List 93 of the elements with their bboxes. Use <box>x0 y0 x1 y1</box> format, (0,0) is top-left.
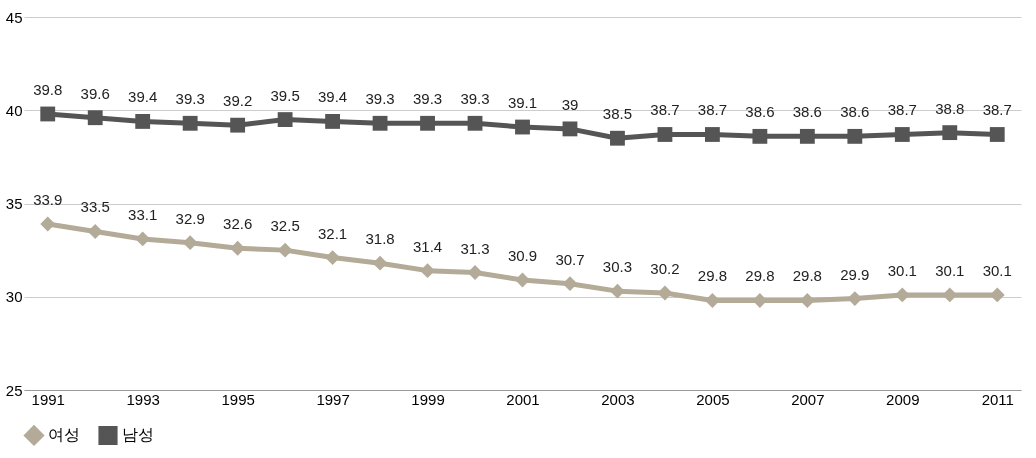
y-tick-label: 40 <box>5 101 23 119</box>
point <box>657 127 673 142</box>
data-label: 32.6 <box>223 215 253 233</box>
point <box>40 216 56 232</box>
legend-label: 남성 <box>122 426 154 444</box>
point <box>847 128 863 144</box>
point <box>989 127 1005 142</box>
data-label: 38.7 <box>697 101 728 119</box>
point <box>515 119 530 135</box>
data-label: 39.2 <box>223 92 253 110</box>
point <box>562 121 578 137</box>
point <box>277 112 293 127</box>
data-label: 29.8 <box>745 267 775 285</box>
x-tick-label: 1999 <box>411 390 445 408</box>
data-label: 39.6 <box>80 84 110 102</box>
data-label: 39.4 <box>128 88 158 106</box>
data-label: 39.3 <box>175 90 205 108</box>
data-label: 39.1 <box>507 94 538 112</box>
point <box>372 255 388 271</box>
y-tick-label: 30 <box>5 288 23 306</box>
data-label: 30.1 <box>935 261 965 279</box>
data-label: 30.3 <box>602 258 633 276</box>
legend-label: 여성 <box>48 426 80 444</box>
x-tick-label: 2009 <box>886 390 920 408</box>
data-label: 39.3 <box>365 90 395 108</box>
x-tick-label: 2011 <box>981 390 1014 408</box>
point <box>40 106 56 122</box>
point <box>657 285 673 301</box>
x-tick-label: 2003 <box>601 390 635 408</box>
data-label: 29.8 <box>792 267 822 285</box>
data-label: 39 <box>561 95 579 113</box>
data-label: 29.8 <box>697 267 728 285</box>
data-label: 31.4 <box>412 237 443 255</box>
point <box>562 276 578 292</box>
data-label: 38.5 <box>602 105 633 123</box>
point <box>704 293 720 308</box>
point <box>610 283 625 299</box>
point <box>87 224 103 239</box>
y-tick-label: 35 <box>5 195 23 212</box>
data-label: 33.5 <box>80 198 110 216</box>
data-label: 38.8 <box>935 99 965 117</box>
point <box>847 291 863 307</box>
data-label: 29.9 <box>840 265 870 283</box>
data-label: 32.5 <box>270 217 300 235</box>
y-tick-label: 45 <box>5 8 23 26</box>
data-label: 33.1 <box>128 205 158 223</box>
data-label: 39.4 <box>317 88 348 106</box>
point <box>277 242 293 258</box>
data-label: 39.8 <box>33 80 63 98</box>
x-tick-label: 1993 <box>126 390 160 408</box>
point <box>942 125 958 141</box>
x-tick-label: 2001 <box>506 390 540 408</box>
point <box>894 127 910 142</box>
data-label: 38.6 <box>792 103 822 121</box>
y-tick-label: 25 <box>5 381 23 399</box>
point <box>182 115 198 131</box>
point <box>230 117 246 133</box>
data-label: 31.8 <box>365 230 395 248</box>
point <box>799 128 815 144</box>
point <box>704 127 720 142</box>
point <box>372 115 388 131</box>
data-label: 30.1 <box>982 261 1012 279</box>
data-label: 33.9 <box>33 191 63 209</box>
point <box>420 115 435 131</box>
x-tick-label: 1997 <box>316 390 350 408</box>
data-label: 30.9 <box>507 246 538 264</box>
point <box>182 235 198 251</box>
data-label: 31.3 <box>460 239 490 257</box>
point <box>467 115 483 131</box>
data-label: 38.7 <box>982 101 1012 119</box>
point <box>87 110 103 126</box>
data-label: 38.6 <box>745 103 775 121</box>
data-label: 39.3 <box>460 90 490 108</box>
data-label: 30.7 <box>555 250 585 268</box>
x-tick-label: 1995 <box>221 390 255 408</box>
x-tick-label: 2007 <box>791 390 825 408</box>
point <box>610 130 625 146</box>
data-label: 30.2 <box>650 260 680 278</box>
point <box>752 128 768 144</box>
point <box>135 114 151 129</box>
data-label: 32.1 <box>317 224 348 242</box>
x-tick-label: 1991 <box>31 390 65 408</box>
data-label: 38.7 <box>650 101 680 119</box>
x-tick-label: 2005 <box>696 390 730 408</box>
data-label: 39.5 <box>270 86 300 104</box>
data-label: 38.6 <box>840 103 870 121</box>
data-label: 30.1 <box>887 261 917 279</box>
point <box>420 263 435 279</box>
data-label: 32.9 <box>175 209 205 227</box>
data-label: 38.7 <box>887 101 917 119</box>
point <box>325 250 341 265</box>
point <box>325 114 341 129</box>
data-label: 39.3 <box>412 90 443 108</box>
